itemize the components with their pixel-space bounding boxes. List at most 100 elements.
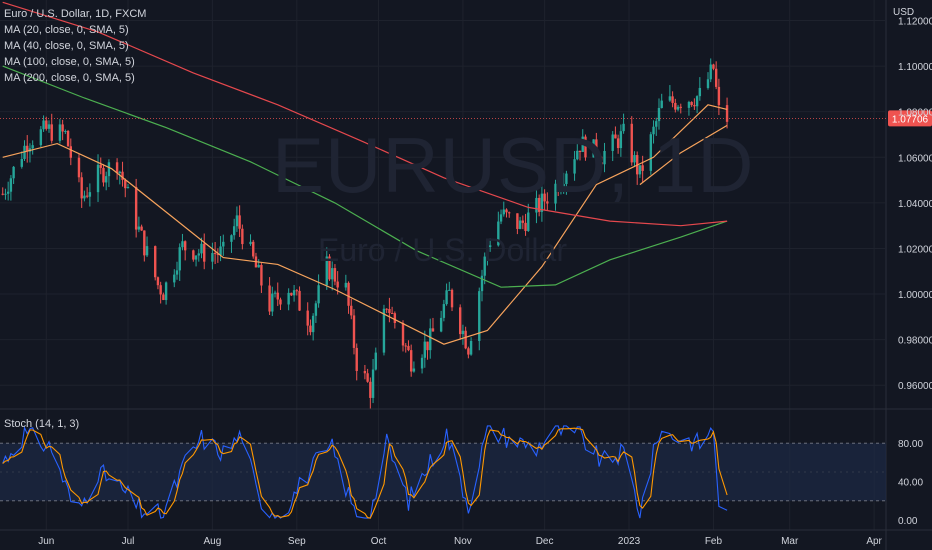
candle-body-66 [252,241,255,257]
time-tick-2: Aug [204,536,222,547]
indicator-ma40-label[interactable]: MA (40, close, 0, SMA, 5) [4,40,129,52]
candle-body-153 [581,136,584,152]
time-tick-6: Dec [536,536,554,547]
candle-body-11 [42,120,45,130]
price-tick-4: 1.04000 [898,199,932,210]
candle-body-123 [467,348,470,355]
candle-body-105 [401,322,405,346]
time-tick-10: Apr [866,536,882,547]
candle-body-27 [102,167,105,183]
candle-body-53 [200,243,203,254]
indicator-ma20-label[interactable]: MA (20, close, 0, SMA, 5) [4,24,129,36]
candle-body-160 [611,134,614,151]
candle-body-134 [508,212,511,214]
candle-body-18 [66,130,70,147]
time-tick-9: Mar [781,536,799,547]
symbol-title[interactable]: Euro / U.S. Dollar, 1D, FXCM [4,8,147,20]
candle-body-172 [655,121,658,127]
ma-line-1 [639,124,728,186]
candle-body-112 [426,341,429,351]
candle-body-25 [96,164,100,193]
candle-body-42 [159,285,162,295]
candle-body-7 [26,145,29,152]
candle-body-140 [535,197,538,213]
candle-body-28 [105,176,108,183]
candle-body-131 [499,214,503,222]
stoch-d-line [2,427,728,519]
price-axis-unit: USD [893,7,914,18]
candle-body-33 [124,179,127,189]
candle-body-49 [183,241,187,251]
candle-body-179 [679,106,682,108]
candle-body-107 [407,345,410,351]
candle-body-55 [211,253,214,262]
candle-body-157 [597,158,601,163]
candle-body-1 [4,193,7,195]
candle-body-129 [488,245,492,247]
time-tick-7: 2023 [618,536,641,547]
candle-body-98 [371,369,375,398]
candle-body-126 [480,275,484,292]
candle-body-151 [576,150,579,160]
candle-body-186 [709,64,712,80]
candle-body-64 [241,228,244,245]
time-tick-5: Nov [454,536,472,547]
ma-line-3 [2,1,728,227]
candle-body-161 [614,134,617,139]
time-tick-0: Jun [38,536,54,547]
candle-body-56 [213,253,217,255]
candle-body-128 [486,246,489,257]
stoch-tick-2: 0.00 [898,516,918,527]
candle-body-43 [162,294,165,301]
candle-body-39 [145,246,149,256]
candle-body-83 [314,303,318,316]
candle-body-188 [714,68,718,87]
candle-body-106 [404,345,407,347]
candle-body-119 [450,289,454,308]
candle-body-155 [592,139,595,158]
candle-body-54 [203,243,206,262]
candle-body-154 [584,136,587,158]
stoch-indicator-label[interactable]: Stoch (14, 1, 3) [4,418,80,430]
candle-body-180 [687,101,691,108]
price-tick-1: 1.10000 [898,62,932,73]
candle-body-41 [156,277,160,286]
candle-body-158 [600,162,603,165]
candle-body-171 [652,126,655,135]
candle-body-168 [638,165,642,175]
candle-body-103 [390,312,394,314]
candle-body-190 [725,105,729,122]
candle-body-36 [137,226,141,230]
candle-body-117 [445,290,448,305]
candle-body-115 [439,317,443,332]
watermark-symbol: EURUSD, 1D [272,121,755,209]
candle-body-130 [497,221,500,246]
candle-body-124 [469,340,473,355]
candle-body-121 [461,330,465,335]
indicator-ma200-label[interactable]: MA (200, close, 0, SMA, 5) [4,72,135,84]
candle-body-90 [344,282,348,288]
candle-body-60 [230,235,233,242]
indicator-ma100-label[interactable]: MA (100, close, 0, SMA, 5) [4,56,135,68]
candle-body-136 [518,220,522,229]
candle-body-183 [695,96,699,107]
candle-body-21 [80,177,83,199]
candle-body-189 [717,86,721,106]
candle-body-69 [260,264,263,286]
candle-body-19 [69,146,72,158]
candle-body-120 [459,307,462,335]
candle-body-29 [107,162,111,177]
candle-body-135 [516,213,519,229]
candle-body-99 [374,352,377,370]
candle-body-85 [325,256,328,286]
candle-body-184 [698,87,702,97]
candle-body-44 [164,282,168,301]
candle-body-58 [219,246,222,255]
candle-body-87 [331,268,334,280]
candle-body-15 [58,124,62,141]
candle-body-114 [431,328,435,332]
candle-body-46 [175,270,179,275]
watermark-description: Euro / U.S. Dollar [318,232,567,268]
ma-line-0 [2,104,728,345]
candle-body-170 [649,134,653,171]
